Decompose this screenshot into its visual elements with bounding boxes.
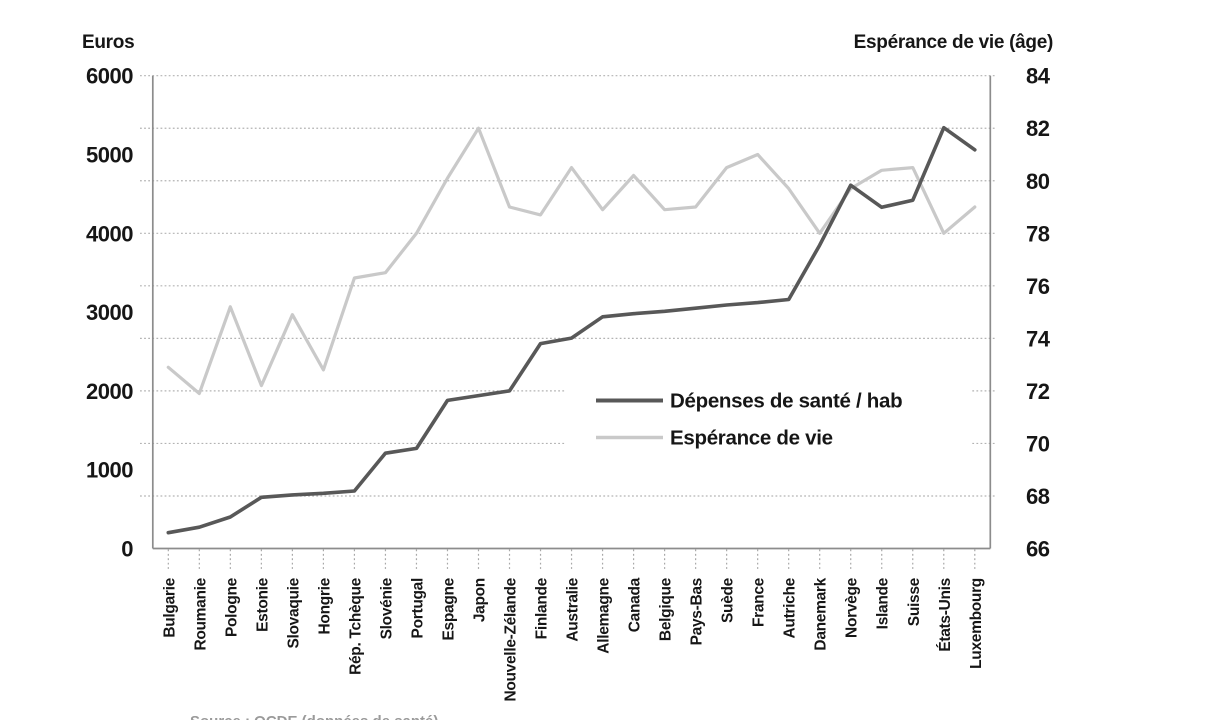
x-axis-category-labels: Bulgarie Roumanie Pologne Estonie Slovaquie H… [161, 577, 984, 701]
left-axis-tick-labels: 6000 5000 4000 3000 2000 1000 0 [86, 64, 134, 562]
x-category-label: Japon [471, 578, 488, 622]
source-note: Source : OCDE (données de santé). [190, 713, 443, 720]
y-right-tick-label: 74 [1026, 326, 1051, 351]
x-category-label: Pays-Bas [689, 578, 706, 645]
x-category-label: Islande [875, 577, 892, 629]
y-left-tick-label: 5000 [86, 143, 133, 168]
x-category-label: États-Unis [937, 578, 954, 652]
y-left-tick-label: 0 [121, 537, 133, 562]
right-axis-title: Espérance de vie (âge) [854, 32, 1053, 53]
x-category-label: Belgique [658, 577, 675, 641]
x-category-label: Suisse [906, 577, 923, 626]
series-line-esperance-de-vie [166, 126, 977, 396]
y-right-tick-label: 68 [1026, 484, 1050, 509]
x-category-label: Norvège [844, 577, 861, 638]
x-category-label: Suède [720, 577, 737, 623]
x-category-label: Bulgarie [161, 577, 178, 637]
x-category-label: Slovénie [378, 577, 395, 639]
y-right-tick-label: 76 [1026, 274, 1050, 299]
y-left-tick-label: 4000 [86, 221, 133, 246]
axes-layer [151, 75, 992, 550]
x-category-label: Hongrie [316, 577, 333, 634]
x-category-label: Luxembourg [968, 578, 985, 669]
legend-label-esperance: Espérance de vie [670, 427, 833, 450]
x-category-label: Portugal [409, 578, 426, 638]
series-lines-layer [166, 125, 977, 535]
left-axis-title: Euros [82, 32, 134, 53]
x-category-label: Estonie [254, 577, 271, 632]
y-right-tick-label: 80 [1026, 169, 1050, 194]
x-category-label: Finlande [534, 577, 551, 639]
y-left-tick-label: 1000 [86, 458, 133, 483]
legend-background [566, 376, 970, 460]
x-category-label: Australie [565, 577, 582, 641]
x-category-label: Danemark [813, 577, 830, 650]
x-category-label: Nouvelle-Zélande [503, 577, 520, 701]
right-axis-tick-labels: 84 82 80 78 76 74 72 70 68 66 [1026, 64, 1051, 562]
series-line-depenses-de-sante [166, 125, 977, 535]
y-right-tick-label: 70 [1026, 431, 1050, 456]
y-left-tick-label: 3000 [86, 300, 133, 325]
x-category-label: Rép. Tchèque [347, 577, 364, 675]
y-left-tick-label: 6000 [86, 64, 133, 89]
x-category-label: France [751, 577, 768, 627]
x-category-label: Autriche [782, 577, 799, 638]
y-right-tick-label: 78 [1026, 221, 1050, 246]
x-category-label: Espagne [440, 577, 457, 640]
legend: Dépenses de santé / hab Espérance de vie [566, 376, 970, 460]
legend-label-depenses: Dépenses de santé / hab [670, 390, 902, 413]
x-axis-ticks [167, 549, 976, 570]
y-right-tick-label: 84 [1026, 64, 1051, 89]
x-category-label: Canada [627, 577, 644, 632]
y-right-tick-label: 66 [1026, 537, 1050, 562]
x-category-label: Slovaquie [285, 577, 302, 648]
y-right-tick-label: 82 [1026, 116, 1050, 141]
y-right-tick-label: 72 [1026, 379, 1050, 404]
x-category-label: Pologne [223, 577, 240, 637]
x-category-label: Roumanie [192, 577, 209, 650]
y-left-tick-label: 2000 [86, 379, 133, 404]
x-category-label: Allemagne [596, 577, 613, 653]
